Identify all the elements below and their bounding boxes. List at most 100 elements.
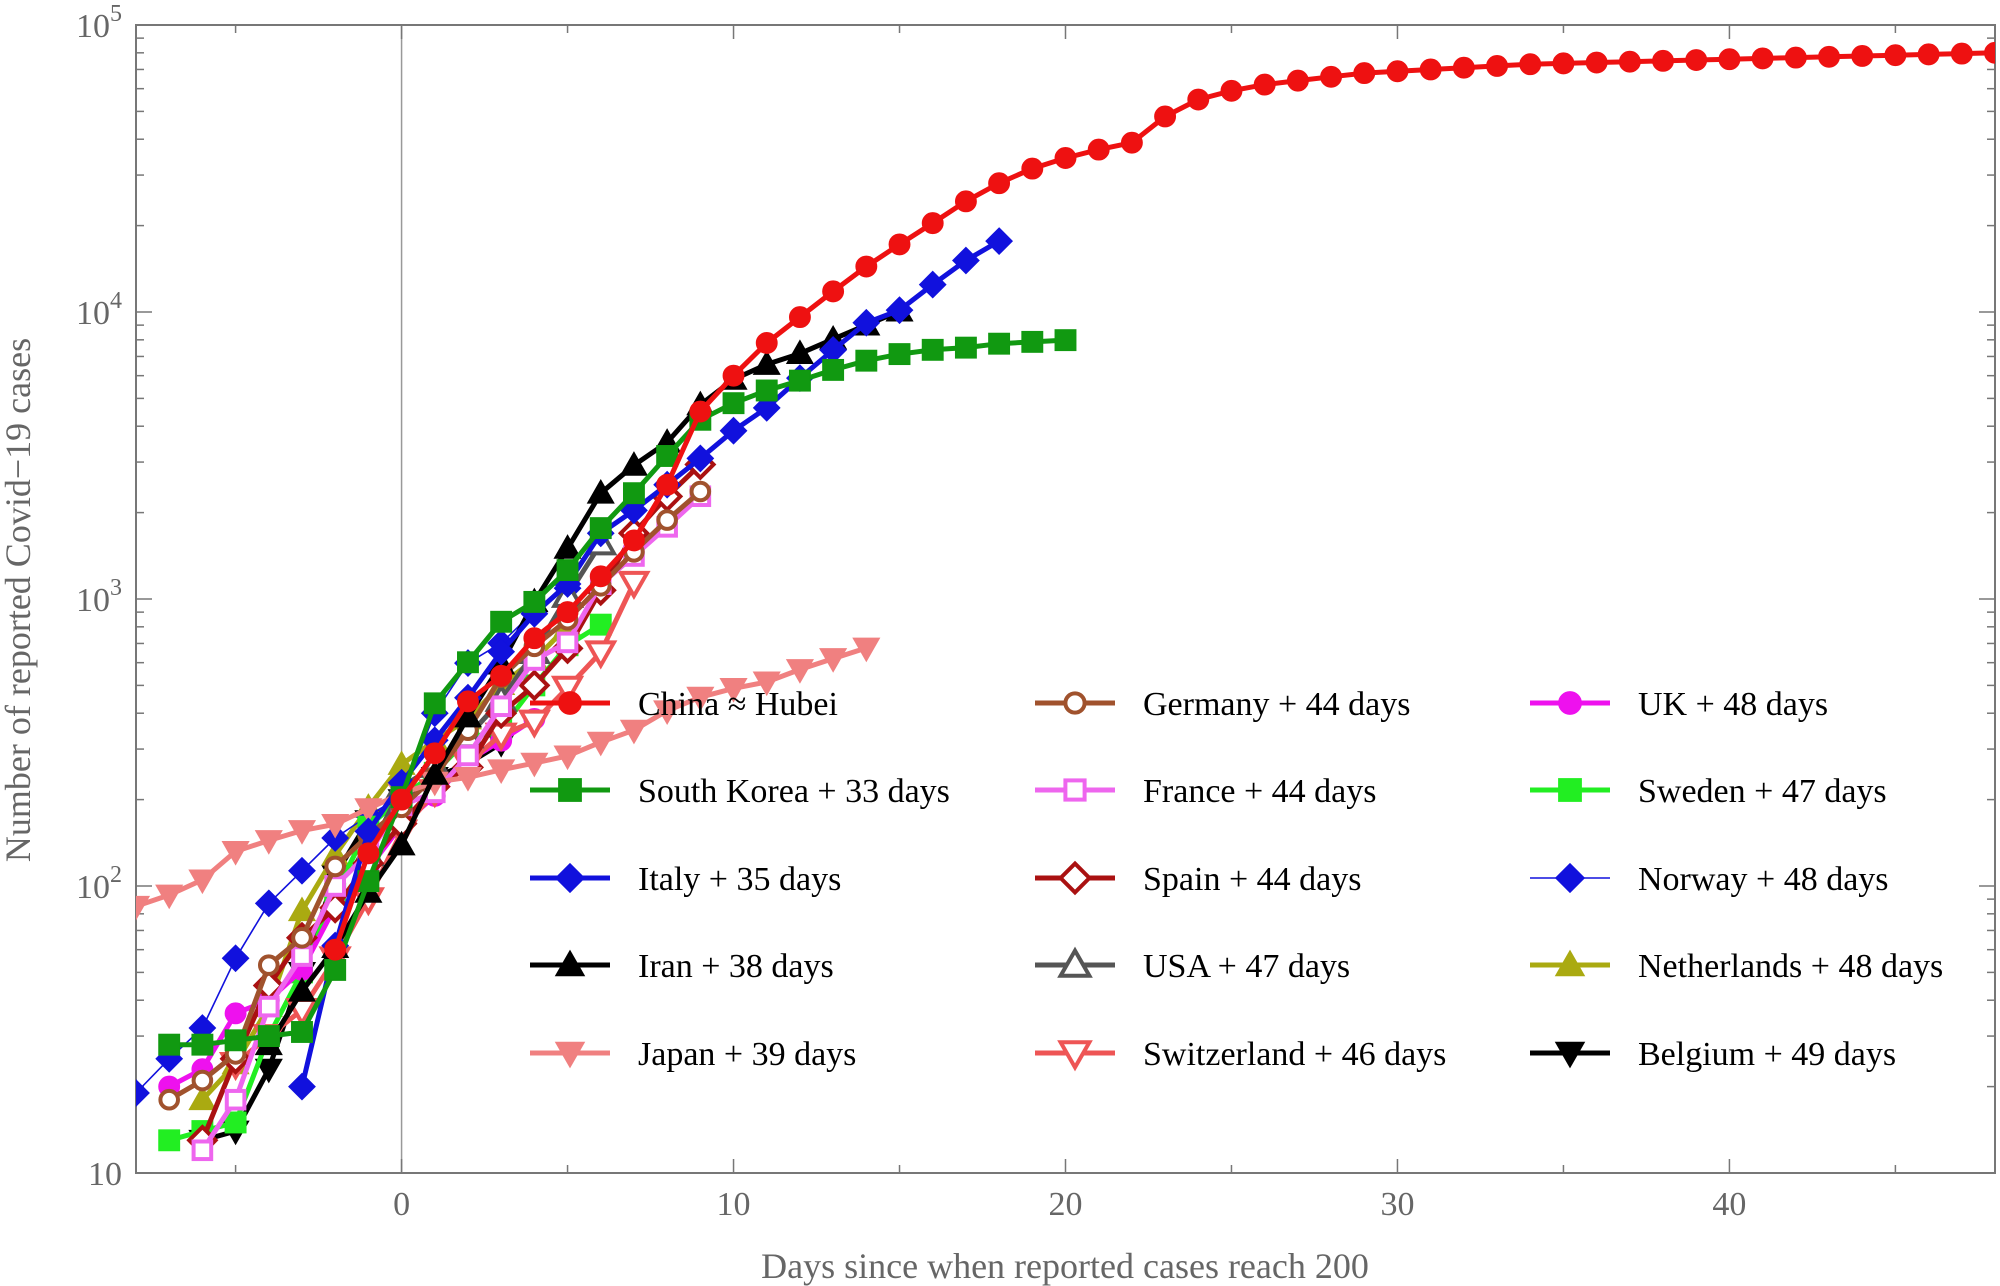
data-point <box>1087 138 1110 161</box>
legend-marker <box>1063 691 1087 715</box>
data-point <box>653 700 682 725</box>
legend-label: Belgium + 49 days <box>1638 1036 1896 1073</box>
data-point <box>988 172 1011 195</box>
data-point <box>553 534 582 559</box>
data-point <box>423 742 446 765</box>
legend-label: Norway + 48 days <box>1638 861 1889 898</box>
data-point <box>1784 46 1807 69</box>
data-point <box>423 692 446 715</box>
data-point <box>254 830 283 855</box>
data-point <box>1021 330 1044 353</box>
data-point <box>755 332 778 354</box>
data-point <box>952 246 980 275</box>
data-point <box>523 627 546 650</box>
data-point <box>822 358 845 381</box>
data-point <box>1718 48 1741 71</box>
data-point <box>1552 52 1575 75</box>
data-point <box>224 1029 247 1052</box>
data-point <box>221 944 250 973</box>
data-point <box>158 1088 180 1111</box>
data-point <box>520 752 549 778</box>
data-point <box>1486 54 1509 77</box>
data-point <box>158 1129 181 1152</box>
legend-label: Switzerland + 46 days <box>1143 1036 1446 1073</box>
legend-entry: Iran + 38 days <box>530 948 834 985</box>
legend-label: Spain + 44 days <box>1143 861 1361 898</box>
data-point <box>291 926 313 949</box>
data-point <box>550 675 585 705</box>
data-point <box>390 788 413 811</box>
legend: China ≈ Hubei South Korea + 33 days Italy … <box>530 686 1943 1073</box>
data-point <box>453 766 483 792</box>
data-point <box>954 336 977 359</box>
data-point <box>523 590 546 613</box>
data-point <box>188 1085 217 1111</box>
legend-marker <box>1057 860 1093 896</box>
data-point <box>1154 105 1177 128</box>
axis-ticks <box>136 25 1995 1174</box>
data-point <box>420 760 449 785</box>
data-point <box>287 976 317 1002</box>
legend-entry: Sweden + 47 days <box>1530 773 1887 810</box>
data-point <box>1519 53 1542 76</box>
data-point <box>855 255 878 278</box>
data-point <box>622 482 645 505</box>
data-point <box>224 1088 247 1111</box>
series-china-hubei <box>324 41 1995 961</box>
legend-entry: China ≈ Hubei <box>530 686 838 723</box>
data-point <box>852 637 881 663</box>
legend-marker <box>558 778 582 802</box>
data-point <box>324 855 346 878</box>
data-point <box>1353 62 1376 85</box>
y-tick-label: 102 <box>76 862 122 906</box>
data-point <box>288 856 316 885</box>
data-point <box>722 364 745 387</box>
data-point <box>1120 131 1143 154</box>
data-point <box>387 830 416 856</box>
legend-marker <box>1554 862 1586 894</box>
data-point <box>719 678 748 703</box>
data-point <box>755 379 778 402</box>
data-point <box>224 1111 247 1134</box>
legend-label: Iran + 38 days <box>638 948 834 985</box>
data-point <box>819 648 848 673</box>
data-point <box>584 640 618 670</box>
data-point <box>1751 47 1774 70</box>
legend-marker <box>1057 1040 1093 1072</box>
data-point <box>686 686 715 712</box>
data-point <box>457 651 479 674</box>
data-point <box>1286 69 1309 92</box>
data-point <box>1884 44 1907 67</box>
data-point <box>689 400 712 423</box>
data-point <box>788 306 811 329</box>
data-point <box>1253 73 1276 96</box>
data-point <box>619 451 649 476</box>
legend-entry: Switzerland + 46 days <box>1035 1036 1446 1073</box>
data-point <box>224 1002 247 1025</box>
legend-entry: Italy + 35 days <box>530 861 841 898</box>
y-tick-label: 105 <box>76 1 122 45</box>
data-point <box>291 945 313 967</box>
data-point <box>517 709 552 739</box>
data-point <box>257 995 280 1018</box>
data-point <box>855 349 878 372</box>
legend-label: France + 44 days <box>1143 773 1377 810</box>
data-point <box>487 759 516 785</box>
data-point <box>254 889 283 918</box>
data-point <box>921 338 944 361</box>
legend-label: South Korea + 33 days <box>638 773 950 810</box>
data-point <box>1220 79 1243 102</box>
legend-marker <box>554 949 586 977</box>
legend-marker <box>1057 946 1093 978</box>
data-point <box>918 270 947 299</box>
data-point <box>888 343 911 366</box>
data-point <box>518 669 551 702</box>
legend-label: China ≈ Hubei <box>638 686 838 723</box>
data-point <box>1419 58 1442 81</box>
data-point <box>136 895 151 921</box>
data-point <box>324 958 347 981</box>
legend-label: USA + 47 days <box>1143 948 1350 985</box>
data-point <box>288 1072 316 1101</box>
data-point <box>1685 49 1708 71</box>
data-point <box>457 690 479 713</box>
